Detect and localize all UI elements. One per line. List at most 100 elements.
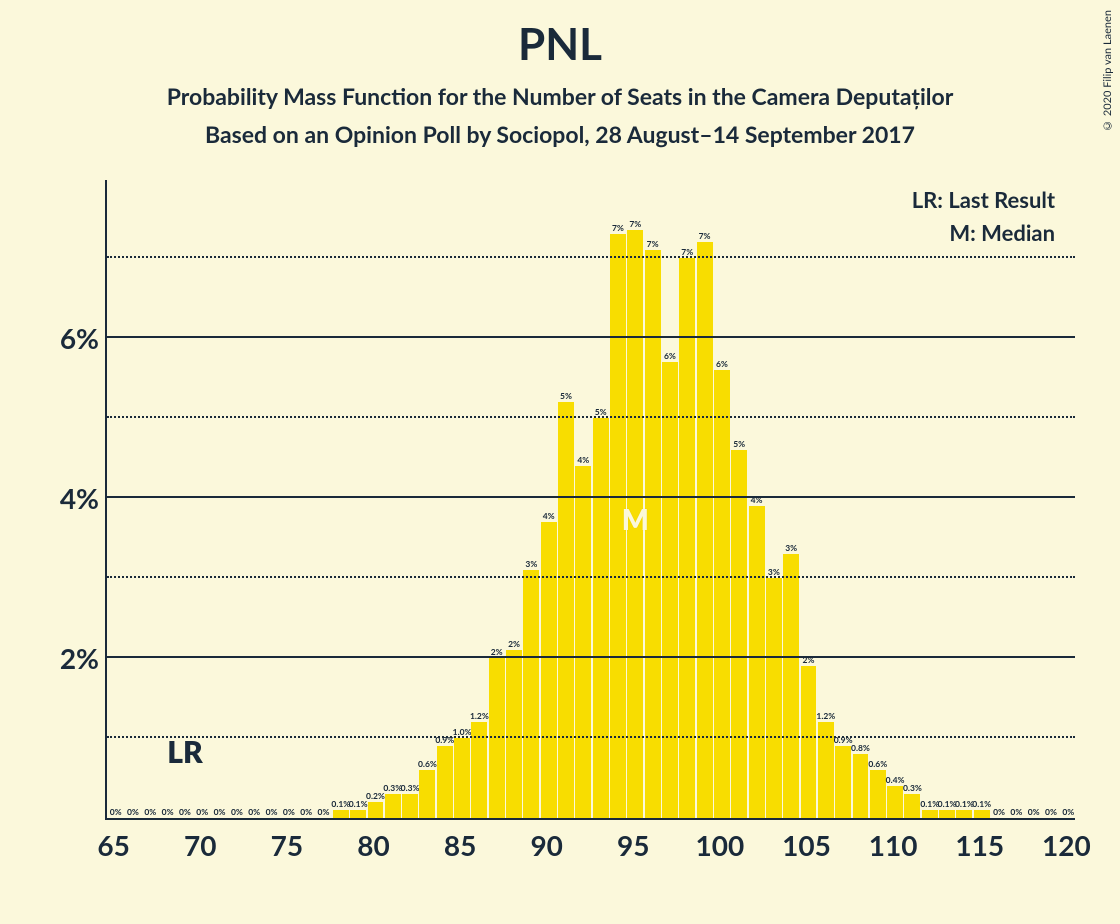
bar-value-label: 0.2% xyxy=(366,791,385,802)
bar-value-label: 7% xyxy=(647,239,659,250)
bar-value-label: 0% xyxy=(993,807,1005,818)
bar: 5% xyxy=(558,402,574,818)
bar-value-label: 7% xyxy=(699,231,711,242)
bar-value-label: 0.8% xyxy=(851,743,870,754)
bar-value-label: 0% xyxy=(127,807,139,818)
bar-value-label: 1.2% xyxy=(816,711,835,722)
bar-value-label: 0% xyxy=(162,807,174,818)
bar: 1.0% xyxy=(454,738,470,818)
bar-value-label: 0% xyxy=(300,807,312,818)
bar-value-label: 0.1% xyxy=(331,799,350,810)
bars-container: 0%0%0%0%0%0%0%0%0%0%0%0%0%0.1%0.1%0.2%0.… xyxy=(107,180,1075,818)
x-axis-labels: 65707580859095100105110115120 xyxy=(105,822,1075,872)
gridline-major: 4% xyxy=(107,496,1075,498)
bar: 7% xyxy=(697,242,713,818)
bar: 3% xyxy=(523,570,539,818)
bar-value-label: 0% xyxy=(283,807,295,818)
bar-value-label: 6% xyxy=(664,351,676,362)
chart-area: LR: Last Result M: Median 0%0%0%0%0%0%0%… xyxy=(60,180,1090,880)
bar-value-label: 0% xyxy=(1045,807,1057,818)
bar: 0.3% xyxy=(385,794,401,818)
bar-value-label: 0.1% xyxy=(920,799,939,810)
bar-value-label: 7% xyxy=(612,223,624,234)
bar: 0.6% xyxy=(419,770,435,818)
bar-value-label: 2% xyxy=(508,639,520,650)
bar-value-label: 6% xyxy=(716,359,728,370)
x-axis-label: 100 xyxy=(696,828,745,862)
bar-value-label: 0% xyxy=(144,807,156,818)
bar-value-label: 0% xyxy=(318,807,330,818)
bar-value-label: 0.1% xyxy=(955,799,974,810)
bar-value-label: 0% xyxy=(179,807,191,818)
bar: 5% xyxy=(731,450,747,818)
gridline-major: 6% xyxy=(107,336,1075,338)
bar-value-label: 4% xyxy=(543,511,555,522)
bar: 4% xyxy=(749,506,765,818)
x-axis-label: 95 xyxy=(617,828,649,862)
y-axis-label: 4% xyxy=(60,481,107,515)
copyright-text: © 2020 Filip van Laenen xyxy=(1101,10,1114,132)
title-block: PNL Probability Mass Function for the Nu… xyxy=(0,0,1120,148)
bar: 4% xyxy=(575,466,591,818)
bar-value-label: 0.4% xyxy=(886,775,905,786)
x-axis-label: 115 xyxy=(955,828,1004,862)
bar-value-label: 0.6% xyxy=(418,759,437,770)
bar-value-label: 0% xyxy=(266,807,278,818)
bar-value-label: 5% xyxy=(733,439,745,450)
bar: 0.6% xyxy=(870,770,886,818)
bar: 6% xyxy=(662,362,678,818)
median-marker: M xyxy=(622,502,649,536)
x-axis-label: 105 xyxy=(782,828,831,862)
bar-value-label: 5% xyxy=(560,391,572,402)
bar: 0.1% xyxy=(956,810,972,818)
bar-value-label: 0% xyxy=(231,807,243,818)
bar: 0.1% xyxy=(939,810,955,818)
y-axis-label: 6% xyxy=(60,321,107,355)
gridline-minor xyxy=(107,416,1075,418)
chart-subtitle-1: Probability Mass Function for the Number… xyxy=(0,82,1120,110)
bar: 0.1% xyxy=(350,810,366,818)
bar: 3% xyxy=(783,554,799,818)
bar-value-label: 0% xyxy=(1062,807,1074,818)
plot-area: LR: Last Result M: Median 0%0%0%0%0%0%0%… xyxy=(105,180,1075,820)
chart-subtitle-2: Based on an Opinion Poll by Sociopol, 28… xyxy=(0,120,1120,148)
bar: 0.3% xyxy=(904,794,920,818)
y-axis-label: 2% xyxy=(60,641,107,675)
bar: 4% xyxy=(541,522,557,818)
x-axis-label: 65 xyxy=(97,828,129,862)
bar: 0.9% xyxy=(835,746,851,818)
bar: 0.8% xyxy=(853,754,869,818)
bar-value-label: 0% xyxy=(196,807,208,818)
x-axis-label: 85 xyxy=(444,828,476,862)
bar: 6% xyxy=(714,370,730,818)
x-axis-label: 80 xyxy=(357,828,389,862)
bar: 5% xyxy=(593,418,609,818)
bar-value-label: 0% xyxy=(110,807,122,818)
bar-value-label: 0% xyxy=(1010,807,1022,818)
bar: 7% xyxy=(679,258,695,818)
x-axis-label: 90 xyxy=(530,828,562,862)
bar: 0.1% xyxy=(333,810,349,818)
bar-value-label: 0.3% xyxy=(903,783,922,794)
bar: 3% xyxy=(766,578,782,818)
bar-value-label: 0.1% xyxy=(938,799,957,810)
last-result-marker: LR xyxy=(167,734,202,770)
bar: 2% xyxy=(506,650,522,818)
bar-value-label: 0.3% xyxy=(383,783,402,794)
bar-value-label: 7% xyxy=(629,219,641,230)
bar-value-label: 3% xyxy=(525,559,537,570)
x-axis-label: 70 xyxy=(184,828,216,862)
bar-value-label: 0.1% xyxy=(349,799,368,810)
gridline-minor xyxy=(107,576,1075,578)
bar: 0.1% xyxy=(974,810,990,818)
bar-value-label: 0% xyxy=(1028,807,1040,818)
bar: 0.1% xyxy=(922,810,938,818)
bar: 0.4% xyxy=(887,786,903,818)
x-axis-label: 75 xyxy=(271,828,303,862)
gridline-minor xyxy=(107,256,1075,258)
x-axis-label: 110 xyxy=(869,828,918,862)
gridline-minor xyxy=(107,736,1075,738)
bar: 0.3% xyxy=(402,794,418,818)
bar-value-label: 0% xyxy=(214,807,226,818)
bar-value-label: 0.3% xyxy=(401,783,420,794)
